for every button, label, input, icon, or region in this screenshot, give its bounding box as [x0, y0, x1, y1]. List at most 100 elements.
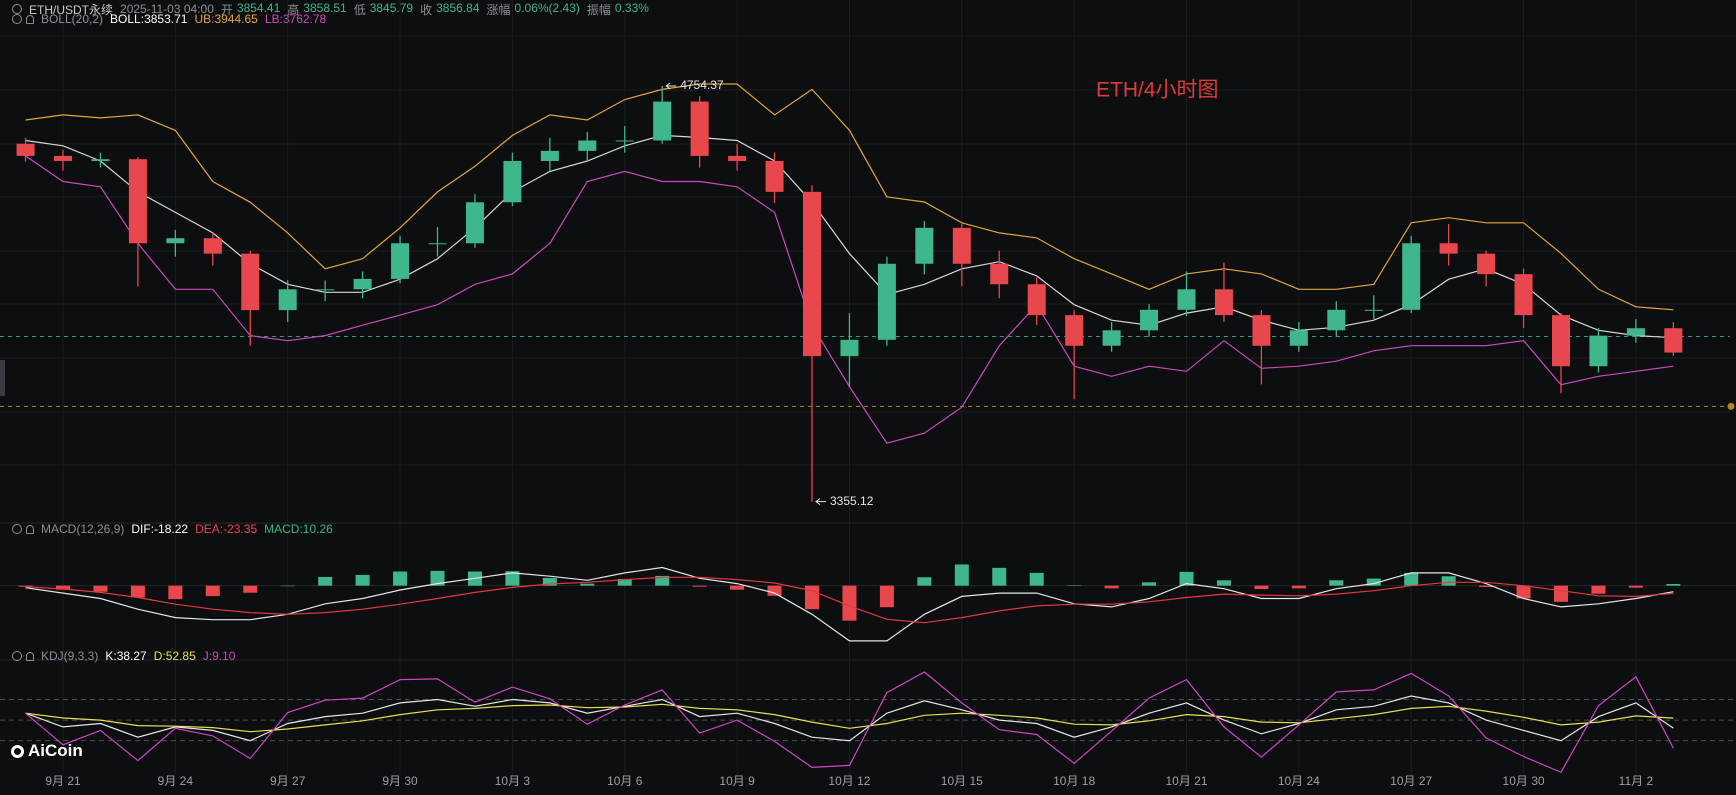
indicator-line	[25, 83, 1674, 311]
macd-bar	[56, 585, 70, 590]
indicator-readout: J:9.10	[202, 649, 236, 663]
indicator-line	[25, 671, 1674, 774]
candle-body	[1626, 328, 1645, 336]
candle-body	[765, 160, 784, 192]
macd-bar	[130, 585, 145, 598]
macd-bar	[1479, 585, 1494, 588]
x-tick-label: 10月 18	[1053, 774, 1095, 788]
indicator-readout: MACD:10.26	[264, 522, 333, 536]
candle-body	[615, 140, 634, 142]
quote-field: 振幅 0.33%	[587, 1, 649, 18]
macd-bar	[243, 585, 258, 593]
candle-body	[1027, 284, 1046, 316]
candle-body	[503, 160, 522, 203]
candle-body	[91, 159, 110, 161]
indicator-header: KDJ(9,3,3) K:38.27 D:52.85 J:9.10	[12, 648, 235, 664]
macd-bar	[93, 585, 108, 592]
quote-label: 振幅	[586, 2, 611, 17]
x-tick-label: 10月 9	[719, 774, 755, 788]
collapse-icon[interactable]	[12, 4, 22, 14]
alert-icon[interactable]	[26, 14, 34, 24]
candle-body	[203, 238, 222, 254]
indicator-line	[25, 695, 1674, 742]
quote-label: 开	[220, 2, 233, 17]
collapse-icon[interactable]	[12, 651, 22, 661]
macd-bar	[767, 585, 782, 596]
candle-body	[1439, 243, 1458, 254]
x-tick-label: 10月 3	[495, 774, 531, 788]
x-tick-label: 10月 21	[1165, 774, 1207, 788]
macd-bar	[879, 585, 894, 608]
candle-body	[1552, 315, 1570, 367]
macd-bar	[1591, 585, 1606, 594]
macd-bar	[1216, 580, 1231, 586]
collapse-icon[interactable]	[12, 524, 22, 534]
quote-label: 收	[420, 2, 433, 17]
indicator-name[interactable]: MACD(12,26,9)	[41, 522, 125, 536]
candle-body	[990, 263, 1009, 285]
x-tick-label: 10月 6	[607, 774, 643, 788]
x-tick-label: 10月 30	[1503, 774, 1545, 788]
candle-body	[1364, 309, 1383, 311]
indicator-readout: LB:3762.78	[264, 12, 327, 26]
annotation-arrow	[665, 82, 677, 90]
macd-bar	[1254, 585, 1269, 590]
quote-field: 收 3856.84	[420, 1, 479, 18]
candle-body	[1664, 328, 1683, 353]
indicator-name[interactable]: KDJ(9,3,3)	[41, 649, 99, 663]
indicator-header: BOLL(20,2) BOLL:3853.71 UB:3944.65 LB:3762.…	[12, 11, 326, 27]
symbol-header: ETH/USDT永续 2025-11-03 04:00 开 3854.41 高 385…	[12, 1, 649, 17]
indicator-readout: K:38.27	[105, 649, 147, 663]
quote-value: 3858.51	[303, 0, 347, 15]
candle-body	[166, 238, 185, 244]
macd-bar	[1628, 585, 1643, 588]
quote-label: 高	[287, 2, 300, 17]
price-line-dot	[1727, 402, 1735, 410]
macd-bar	[280, 585, 295, 587]
indicator-readout: D:52.85	[153, 649, 196, 663]
macd-bar	[617, 578, 632, 586]
macd-bar	[1516, 585, 1531, 599]
candle-body	[278, 289, 297, 311]
macd-bar	[205, 585, 220, 597]
indicator-name[interactable]: BOLL(20,2)	[41, 12, 104, 26]
quote-field: 高 3858.51	[287, 1, 346, 18]
candle-body	[877, 263, 896, 340]
watermark: AiCoin	[11, 741, 83, 761]
x-tick-label: 9月 27	[270, 774, 306, 788]
macd-bar	[1291, 585, 1306, 589]
candle-body	[1102, 330, 1121, 346]
indicator-line	[25, 566, 1674, 642]
candle-body	[1514, 274, 1533, 316]
quote-label: 低	[353, 2, 366, 17]
macd-bar	[954, 564, 969, 586]
macd-bar	[655, 575, 670, 586]
macd-bar	[168, 585, 183, 600]
macd-bar	[917, 577, 932, 586]
candle-body	[1289, 330, 1308, 346]
x-tick-label: 10月 12	[828, 774, 870, 788]
alert-icon[interactable]	[26, 651, 34, 661]
macd-bar	[1666, 583, 1681, 586]
collapse-icon[interactable]	[12, 14, 22, 24]
candle-body	[690, 101, 709, 156]
candle-body	[16, 143, 35, 156]
candle-body	[1477, 253, 1496, 275]
indicator-header: MACD(12,26,9) DIF:-18.22 DEA:-23.35 MACD:10…	[12, 521, 333, 537]
macd-bar	[1441, 576, 1456, 586]
candle-body	[1589, 335, 1608, 367]
candle-body	[54, 155, 72, 161]
macd-bar	[1104, 585, 1119, 589]
macd-bar	[1329, 580, 1344, 586]
macd-bar	[1554, 585, 1568, 602]
candle-body	[428, 243, 447, 245]
indicator-readout: BOLL:3853.71	[110, 12, 188, 26]
candle-body	[241, 253, 260, 311]
indicator-line	[25, 576, 1674, 624]
alert-icon[interactable]	[26, 524, 34, 534]
candle-body	[1252, 315, 1271, 346]
candle-body	[391, 243, 410, 279]
macd-bar	[1179, 571, 1194, 586]
